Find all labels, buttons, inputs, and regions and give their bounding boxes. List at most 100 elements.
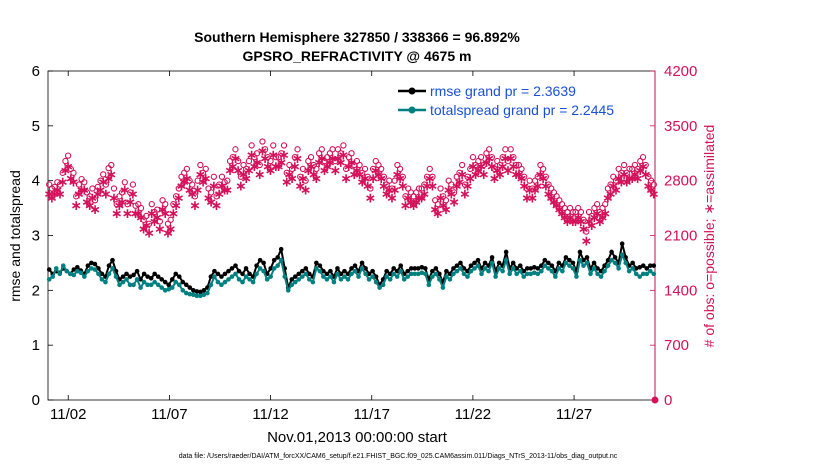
possible-point: [367, 185, 374, 192]
rmse-point: [226, 268, 231, 274]
totalspread-point: [243, 274, 249, 279]
assimilated-point: ∗: [367, 171, 379, 187]
assimilated-point: ∗: [543, 186, 555, 202]
totalspread-point: [127, 282, 133, 288]
possible-point: [272, 154, 280, 161]
totalspread-point: [138, 285, 143, 290]
assimilated-point: ∗: [502, 163, 514, 179]
possible-point: [170, 201, 177, 208]
y-tick-label: 1: [32, 337, 40, 354]
rmse-point: [89, 260, 94, 266]
totalspread-point: [60, 263, 66, 268]
rmse-point: [254, 263, 259, 268]
possible-point: [318, 146, 325, 153]
assimilated-point: ∗: [575, 214, 587, 230]
totalspread-point: [384, 274, 389, 279]
rmse-point: [303, 266, 309, 271]
assimilated-point: ∗: [165, 222, 177, 238]
rmse-point: [419, 265, 425, 270]
totalspread-point: [159, 285, 164, 290]
assimilated-point: ∗: [68, 175, 80, 191]
totalspread-point: [461, 271, 467, 277]
assimilated-point: ∗: [532, 179, 544, 195]
possible-point: [456, 169, 463, 176]
possible-point: [253, 150, 261, 157]
possible-point: [337, 150, 344, 157]
assimilated-point: ∗: [483, 151, 495, 167]
assimilated-point: ∗: [518, 179, 530, 195]
rmse-point: [155, 274, 161, 279]
totalspread-point: [556, 266, 562, 271]
rmse-point: [517, 263, 523, 268]
assimilated-point: ∗: [478, 167, 490, 183]
rmse-point: [605, 257, 611, 263]
possible-point: [89, 185, 96, 192]
totalspread-point: [408, 271, 414, 277]
totalspread-point: [96, 271, 101, 277]
totalspread-point: [419, 270, 425, 276]
possible-point: [442, 197, 450, 204]
totalspread-point: [640, 271, 646, 277]
assimilated-point: ∗: [92, 186, 104, 202]
right-axis-zero-point: [651, 396, 659, 404]
assimilated-point: ∗: [176, 179, 188, 195]
totalspread-point: [535, 271, 541, 277]
assimilated-point: ∗: [338, 147, 350, 163]
assimilated-point: ∗: [127, 186, 139, 202]
assimilated-point: ∗: [62, 159, 74, 175]
assimilated-point: ∗: [281, 175, 293, 191]
assimilated-point: ∗: [319, 163, 331, 179]
possible-point: [588, 212, 595, 220]
totalspread-point: [651, 271, 657, 277]
assimilated-point: ∗: [354, 167, 366, 183]
assimilated-point: ∗: [205, 194, 217, 210]
totalspread-point: [647, 268, 653, 274]
rmse-point: [539, 263, 544, 268]
possible-point: [167, 216, 174, 223]
possible-point: [496, 161, 504, 169]
assimilated-point: ∗: [302, 163, 314, 179]
totalspread-point: [584, 260, 590, 266]
rmse-point: [637, 265, 643, 270]
y-right-tick-label: 2800: [664, 173, 697, 190]
assimilated-point: ∗: [114, 198, 126, 214]
legend-box: [392, 79, 650, 121]
totalspread-point: [391, 271, 396, 277]
possible-point: [461, 181, 469, 188]
assimilated-point: ∗: [332, 151, 344, 167]
assimilated-point: ∗: [162, 226, 174, 242]
totalspread-point: [430, 274, 435, 279]
x-tick-label: 11/27: [556, 406, 592, 423]
rmse-point: [563, 255, 569, 260]
assimilated-point: ∗: [640, 167, 652, 183]
assimilated-point: ∗: [419, 186, 431, 202]
totalspread-point: [268, 274, 273, 279]
assimilated-point: ∗: [219, 183, 231, 199]
totalspread-point: [373, 279, 379, 285]
assimilated-point: ∗: [311, 171, 323, 187]
rmse-point: [458, 260, 463, 266]
rmse-point: [289, 277, 295, 282]
y-axis-label: rmse and totalspread: [7, 170, 23, 302]
possible-point: [91, 197, 99, 204]
possible-point: [391, 177, 398, 184]
rmse-point: [71, 267, 77, 272]
possible-point: [213, 193, 220, 200]
possible-point: [602, 201, 609, 208]
totalspread-point: [64, 268, 70, 274]
legend-label-rmse: rmse grand pr = 2.3639: [430, 83, 576, 99]
possible-point: [512, 161, 520, 169]
assimilated-point: ∗: [316, 151, 328, 167]
assimilated-point: ∗: [230, 151, 242, 167]
assimilated-point: ∗: [437, 198, 449, 214]
possible-point: [429, 173, 436, 180]
totalspread-point: [623, 260, 628, 266]
rmse-point: [647, 263, 653, 268]
possible-point: [313, 165, 320, 173]
rmse-point: [324, 271, 330, 277]
rmse-point: [219, 274, 224, 279]
rmse-series: [46, 241, 657, 295]
assimilated-point: ∗: [265, 163, 277, 179]
assimilated-point: ∗: [559, 210, 571, 226]
totalspread-point: [539, 268, 544, 274]
